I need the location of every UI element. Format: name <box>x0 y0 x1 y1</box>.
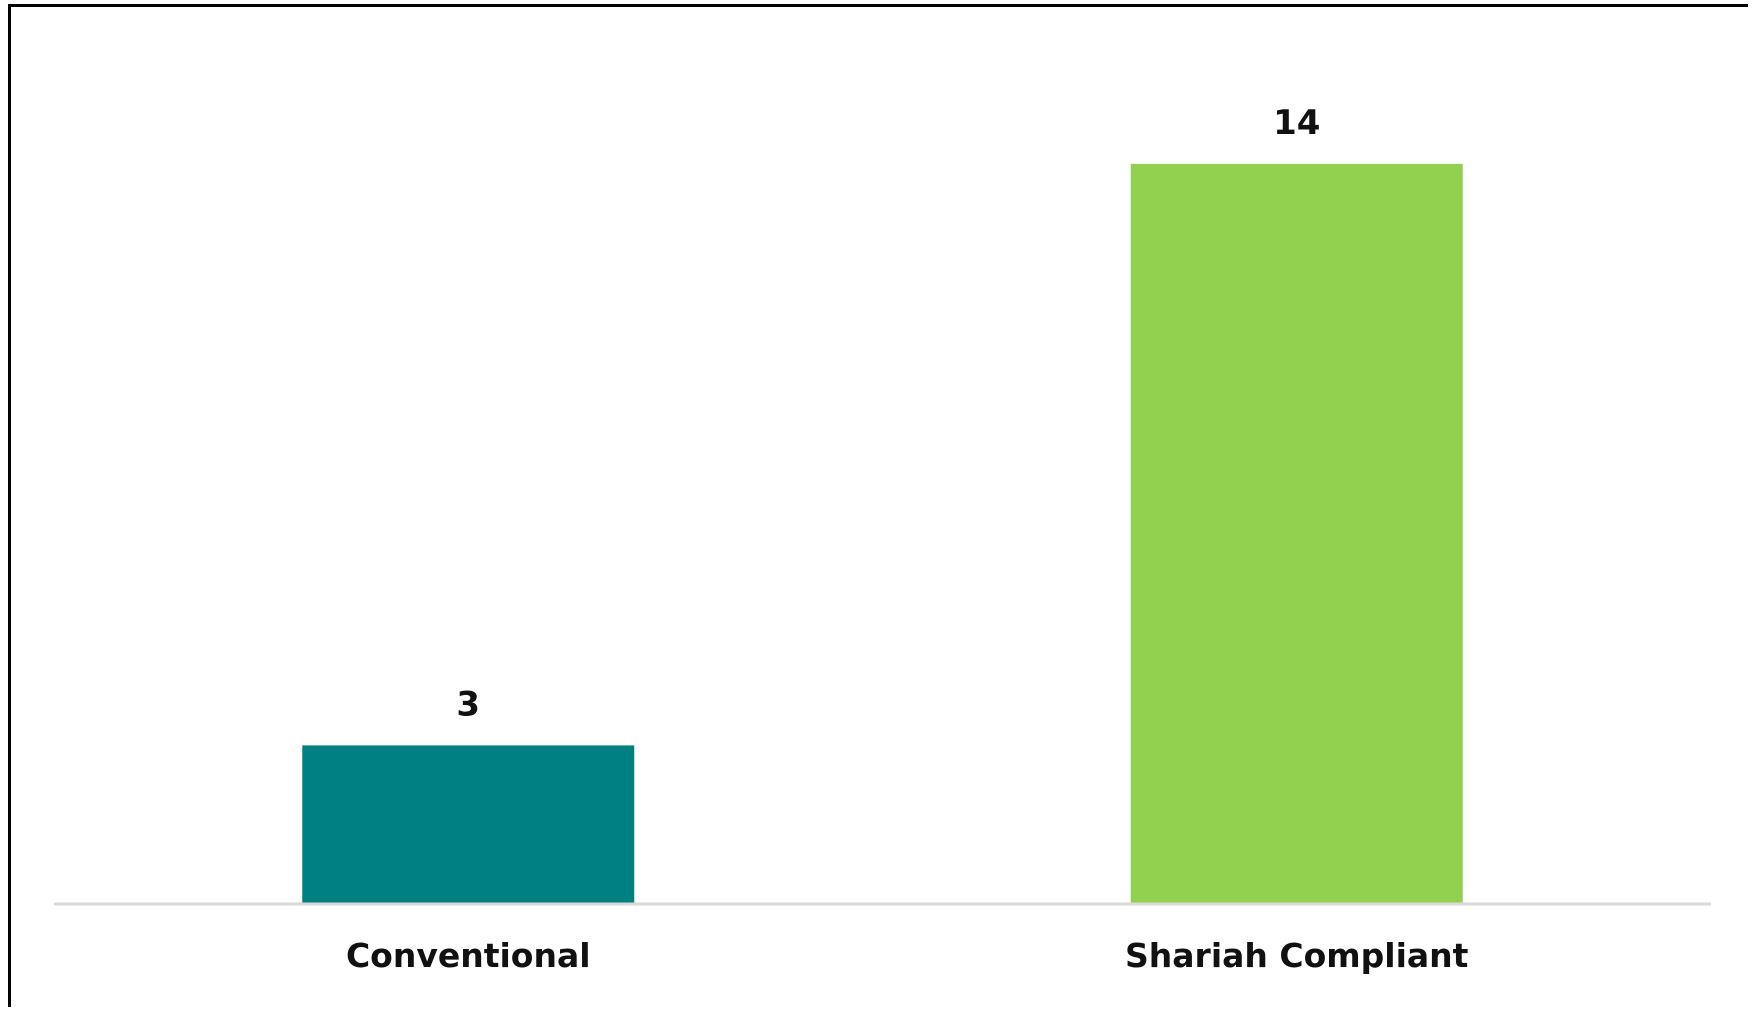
bar-chart: 3 14 Conventional Shariah Compliant <box>54 103 1711 975</box>
chart-frame: 3 14 Conventional Shariah Compliant <box>8 4 1748 1007</box>
data-label-shariah-compliant: 14 <box>1273 103 1320 143</box>
data-labels-layer: 3 14 <box>456 103 1320 725</box>
bar-shariah-compliant <box>1130 163 1463 904</box>
category-label-shariah-compliant: Shariah Compliant <box>1125 936 1469 975</box>
category-labels-layer: Conventional Shariah Compliant <box>346 936 1469 975</box>
bars-layer <box>302 163 1463 904</box>
bar-conventional <box>302 745 635 904</box>
category-label-conventional: Conventional <box>346 936 591 975</box>
data-label-conventional: 3 <box>456 684 480 724</box>
